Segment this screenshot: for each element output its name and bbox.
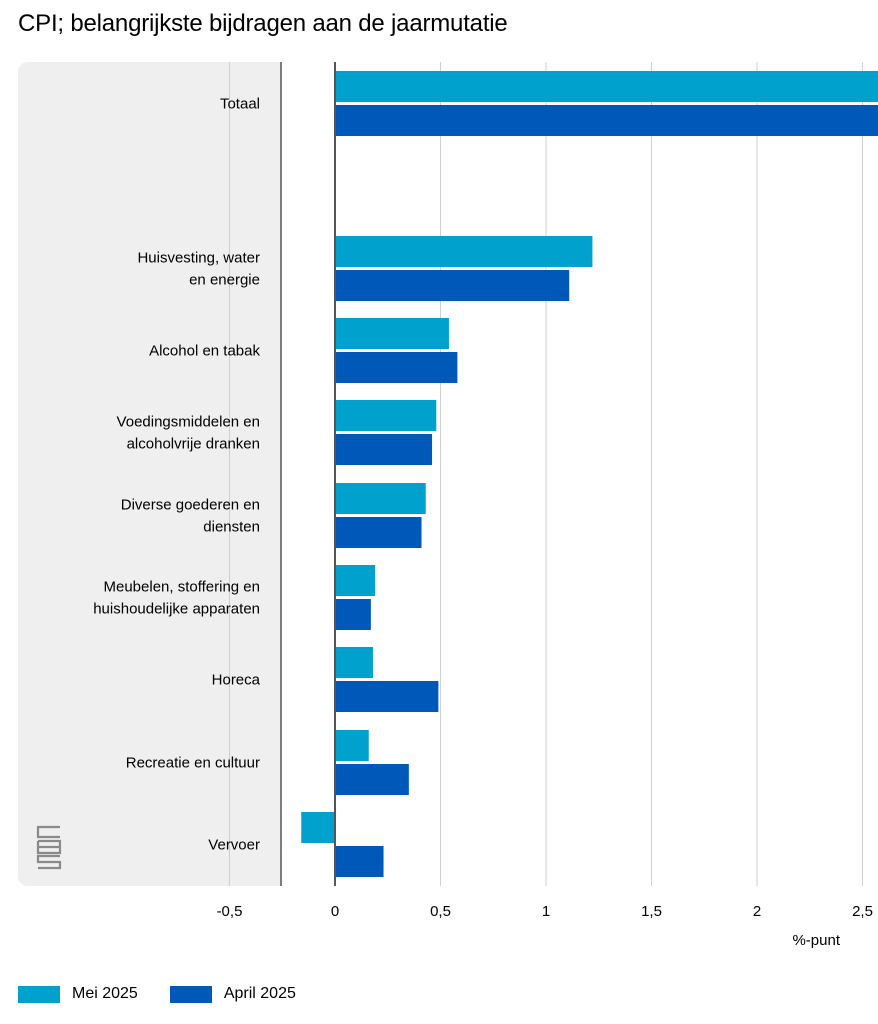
legend-label: April 2025 [223, 985, 296, 1002]
category-label: Recreatie en cultuur [126, 755, 260, 772]
category-label: Alcohol en tabak [149, 343, 260, 360]
category-label: Diverse goederen en [121, 497, 260, 514]
x-axis-label: %-punt [792, 932, 840, 949]
bar-april-2025 [335, 105, 878, 136]
category-label: Voedingsmiddelen en [117, 414, 260, 431]
bar-mei-2025 [335, 483, 426, 514]
bar-mei-2025 [335, 400, 437, 431]
bar-mei-2025 [335, 565, 376, 596]
bar-mei-2025 [335, 71, 878, 102]
bar-april-2025 [335, 599, 371, 630]
x-tick-label: 2 [753, 903, 761, 920]
chart-title: CPI; belangrijkste bijdragen aan de jaar… [18, 10, 508, 37]
bar-mei-2025 [301, 812, 335, 843]
category-label: alcoholvrije dranken [127, 436, 260, 453]
bar-april-2025 [335, 434, 433, 465]
bar-mei-2025 [335, 236, 593, 267]
cbs-logo-icon [34, 825, 64, 875]
bar-chart: Totaal Huisvesting, water en energie Alcoho… [93, 62, 878, 949]
bar-april-2025 [335, 270, 570, 301]
category-label: Totaal [220, 96, 260, 113]
category-label-panel [18, 62, 281, 886]
x-tick-label: 0 [331, 903, 339, 920]
bar-mei-2025 [335, 730, 369, 761]
x-tick-label: 0,5 [430, 903, 451, 920]
x-tick-label: -0,5 [217, 903, 243, 920]
bar-april-2025 [335, 846, 384, 877]
legend-swatch [169, 985, 212, 1003]
legend: Mei 2025 April 2025 [18, 985, 328, 1003]
category-label: huishoudelijke apparaten [93, 601, 260, 618]
bar-mei-2025 [335, 318, 449, 349]
bar-april-2025 [335, 681, 439, 712]
x-tick-label: 1,5 [641, 903, 662, 920]
category-label: Vervoer [208, 837, 260, 854]
category-label: en energie [189, 272, 260, 289]
category-label: diensten [203, 519, 260, 536]
legend-item-april-2025: April 2025 [169, 985, 296, 1003]
bar-april-2025 [335, 517, 422, 548]
legend-swatch [18, 985, 60, 1003]
legend-item-mei-2025: Mei 2025 [18, 985, 138, 1003]
legend-label: Mei 2025 [72, 985, 138, 1002]
x-tick-label: 2,5 [852, 903, 873, 920]
category-label: Horeca [212, 672, 261, 689]
category-label: Huisvesting, water [137, 250, 260, 267]
bar-mei-2025 [335, 647, 373, 678]
category-label: Meubelen, stoffering en [104, 579, 261, 596]
bar-april-2025 [335, 764, 409, 795]
bar-april-2025 [335, 352, 458, 383]
x-tick-label: 1 [542, 903, 550, 920]
